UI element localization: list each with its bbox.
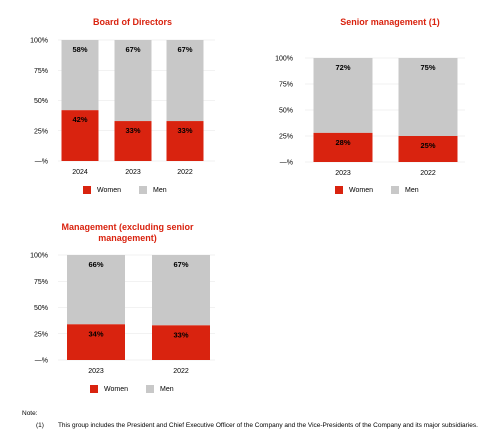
legend-item-women: Women	[90, 385, 128, 393]
legend-swatch-women	[90, 385, 98, 393]
legend-swatch-men	[139, 186, 147, 194]
y-tick-label: 100%	[275, 56, 293, 63]
data-label-women: 28%	[335, 138, 350, 147]
legend-swatch-women	[335, 186, 343, 194]
chart-management: Management (excluding senior management)…	[0, 210, 250, 400]
y-tick-label: 50%	[279, 108, 293, 115]
y-tick-label: 75%	[34, 279, 48, 286]
note-marker: (1)	[36, 422, 44, 429]
bar-women	[152, 325, 210, 360]
x-tick-label: 2022	[420, 170, 436, 177]
data-label-men: 67%	[125, 45, 140, 54]
legend-label-men: Men	[160, 385, 174, 393]
legend-swatch-men	[391, 186, 399, 194]
chart-plot: 100% 75% 50% 25% —% 66% 34% 2023 67% 33% 2022	[30, 253, 215, 375]
legend-item-men: Men	[146, 385, 174, 393]
data-label-women: 33%	[125, 126, 140, 135]
data-label-men: 66%	[88, 260, 103, 269]
note-body: This group includes the President and Ch…	[57, 422, 478, 429]
legend-label-women: Women	[104, 385, 128, 393]
chart-plot: 100% 75% 50% 25% —% 72% 28% 2023 75% 25% 2022	[275, 56, 465, 177]
y-tick-label: 25%	[279, 134, 293, 141]
bar-women	[114, 121, 152, 161]
bar-women	[166, 121, 204, 161]
legend-label-men: Men	[405, 186, 419, 194]
bar-men	[61, 40, 99, 111]
legend-item-women: Women	[83, 186, 121, 194]
y-tick-label: 75%	[279, 82, 293, 89]
chart-title: Board of Directors	[92, 17, 172, 27]
bar-men	[114, 40, 152, 122]
y-tick-label: 25%	[34, 128, 48, 135]
bar-women	[313, 132, 373, 162]
bar-men	[313, 58, 373, 133]
legend-item-men: Men	[139, 186, 167, 194]
x-tick-label: 2023	[125, 169, 141, 176]
legend-item-men: Men	[391, 186, 419, 194]
x-tick-label: 2023	[88, 368, 104, 375]
chart-plot: 100% 75% 50% 25% —% 58% 42% 2024 67% 33% 2023 67% 33…	[30, 38, 215, 176]
data-label-men: 67%	[173, 260, 188, 269]
note-label: Note:	[22, 410, 38, 417]
data-label-women: 34%	[88, 329, 103, 338]
legend-label-men: Men	[153, 186, 167, 194]
chart-legend: Women Men	[90, 385, 192, 393]
y-tick-label: 50%	[34, 98, 48, 105]
bar-men	[166, 40, 204, 122]
legend-swatch-men	[146, 385, 154, 393]
x-tick-label: 2024	[72, 169, 88, 176]
legend-label-women: Women	[349, 186, 373, 194]
data-label-men: 72%	[335, 63, 350, 72]
legend-label-women: Women	[97, 186, 121, 194]
y-tick-label: 50%	[34, 305, 48, 312]
chart-title: Senior management (1)	[340, 17, 440, 27]
y-tick-label: —%	[35, 358, 48, 365]
bar-women	[67, 324, 125, 360]
bar-men	[67, 255, 125, 325]
data-label-men: 67%	[177, 45, 192, 54]
bar-men	[398, 58, 458, 136]
chart-senior-management: Senior management (1) 100% 75% 50% 25% —% 72%…	[250, 0, 500, 205]
chart-board-of-directors: Board of Directors 100% 75% 50% 25% —% 58% 42%…	[0, 0, 250, 205]
x-tick-label: 2022	[177, 169, 193, 176]
data-label-women: 33%	[173, 330, 188, 339]
data-label-men: 75%	[420, 63, 435, 72]
chart-title: Management (excluding senior management)	[61, 222, 194, 243]
data-label-women: 25%	[420, 141, 435, 150]
y-tick-label: —%	[35, 159, 48, 166]
y-tick-label: 100%	[30, 38, 48, 45]
x-tick-label: 2022	[173, 368, 189, 375]
y-tick-label: 25%	[34, 331, 48, 338]
data-label-men: 58%	[72, 45, 87, 54]
x-tick-label: 2023	[335, 170, 351, 177]
bar-men	[152, 255, 210, 326]
chart-legend: Women Men	[83, 186, 185, 194]
y-tick-label: 100%	[30, 253, 48, 260]
note-text: (1) This group includes the President and…	[36, 422, 478, 429]
legend-item-women: Women	[335, 186, 373, 194]
chart-legend: Women Men	[335, 186, 437, 194]
data-label-women: 33%	[177, 126, 192, 135]
y-tick-label: —%	[280, 160, 293, 167]
bar-women	[398, 136, 458, 162]
bar-women	[61, 110, 99, 161]
data-label-women: 42%	[72, 115, 87, 124]
legend-swatch-women	[83, 186, 91, 194]
y-tick-label: 75%	[34, 68, 48, 75]
